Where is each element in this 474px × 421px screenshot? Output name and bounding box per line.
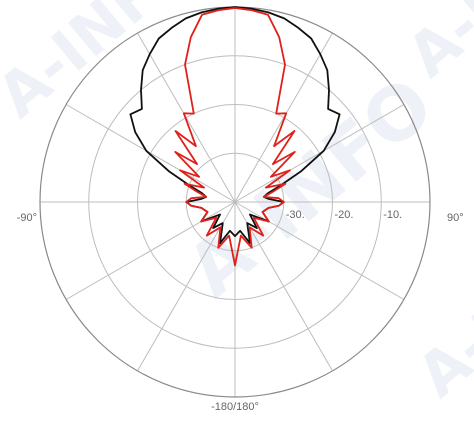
grid-ring (137, 104, 333, 300)
radial-tick-label: -30. (286, 209, 305, 221)
watermark-text-1: A-INFO (171, 61, 449, 314)
watermark-text-4: A-INFO (405, 206, 474, 411)
angle-label-right: 90° (447, 212, 464, 224)
series-layer (129, 6, 341, 267)
angle-label-bottom: -180/180° (211, 401, 259, 413)
grid-ring (88, 55, 382, 349)
axis-labels: -90° 90° -180/180° -30. -20. -10. (17, 209, 464, 413)
radial-tick-label: -20. (335, 209, 354, 221)
watermark-text-2: A-INFO (0, 0, 210, 131)
angle-label-left: -90° (17, 212, 37, 224)
series-line-2 (174, 7, 296, 267)
radial-tick-label: -10. (383, 209, 402, 221)
